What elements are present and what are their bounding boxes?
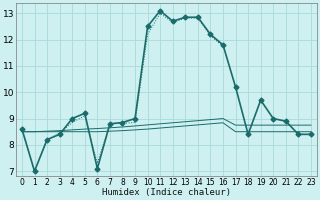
X-axis label: Humidex (Indice chaleur): Humidex (Indice chaleur)	[102, 188, 231, 197]
